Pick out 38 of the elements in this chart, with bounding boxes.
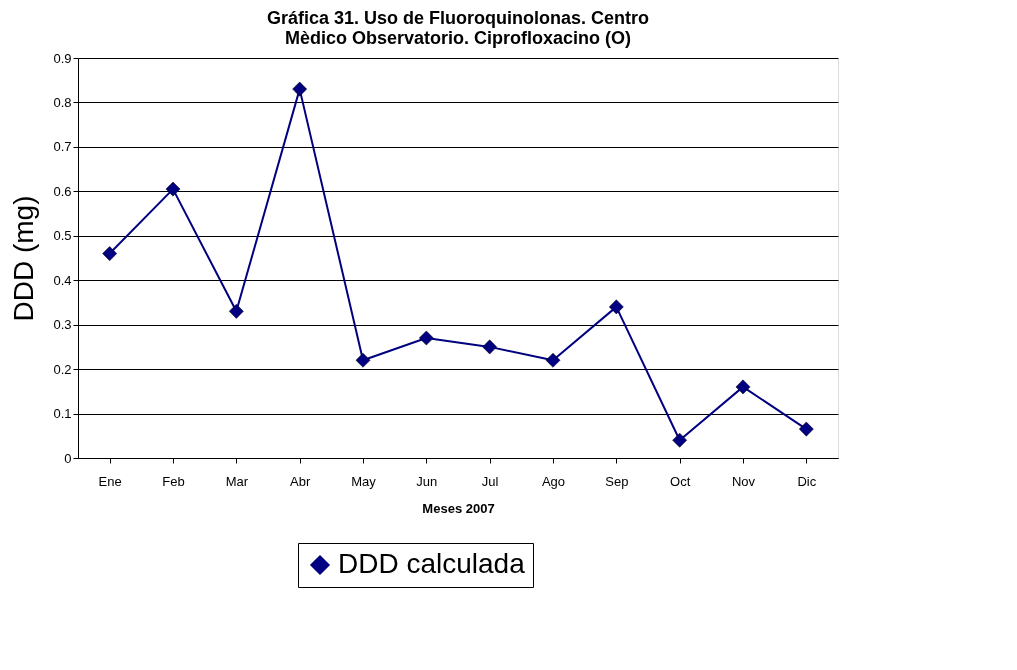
y-tick-label: 0.9 xyxy=(53,50,72,66)
y-tick-label: 0.7 xyxy=(53,139,72,155)
y-tick-label: 0 xyxy=(64,450,72,466)
y-tick-label: 0.4 xyxy=(53,272,72,288)
y-axis-title: DDD (mg) xyxy=(8,195,40,322)
point xyxy=(292,81,307,97)
point xyxy=(229,304,244,319)
y-tick-label: 0.2 xyxy=(53,361,72,377)
x-tick-label: Sep xyxy=(605,473,629,489)
x-tick-label: Mar xyxy=(225,473,249,489)
point xyxy=(735,379,751,395)
point xyxy=(672,432,687,448)
point xyxy=(799,421,814,437)
point xyxy=(545,352,561,368)
point xyxy=(165,181,181,197)
x-tick-label: Jul xyxy=(481,473,499,489)
y-tick-label: 0.5 xyxy=(53,228,72,244)
x-tick-label: Feb xyxy=(162,473,185,489)
chart-title: Gráfica 31. Uso de Fluoroquinolonas. Centro Mèdico Observatorio. Ciprofloxacino (O) xyxy=(266,8,650,48)
y-tick-label: 0.1 xyxy=(53,406,72,422)
x-tick-label: May xyxy=(351,473,377,489)
point xyxy=(419,330,434,346)
x-axis-title: Meses 2007 xyxy=(422,500,495,516)
point xyxy=(102,246,117,261)
x-tick-label: Jun xyxy=(416,473,438,489)
x-tick-label: Ago xyxy=(541,473,566,489)
point xyxy=(482,339,497,355)
point xyxy=(609,299,624,315)
y-tick-label: 0.6 xyxy=(53,183,72,199)
x-tick-label: Nov xyxy=(731,473,756,489)
point xyxy=(355,352,371,368)
legend-label: DDD calculada xyxy=(338,548,526,579)
x-tick-label: Dic xyxy=(797,473,817,489)
x-tick-label: Abr xyxy=(290,473,311,489)
y-tick-label: 0.3 xyxy=(53,317,72,333)
y-tick-label: 0.8 xyxy=(53,94,72,110)
x-tick-label: Oct xyxy=(670,473,691,489)
x-tick-label: Ene xyxy=(98,473,122,489)
